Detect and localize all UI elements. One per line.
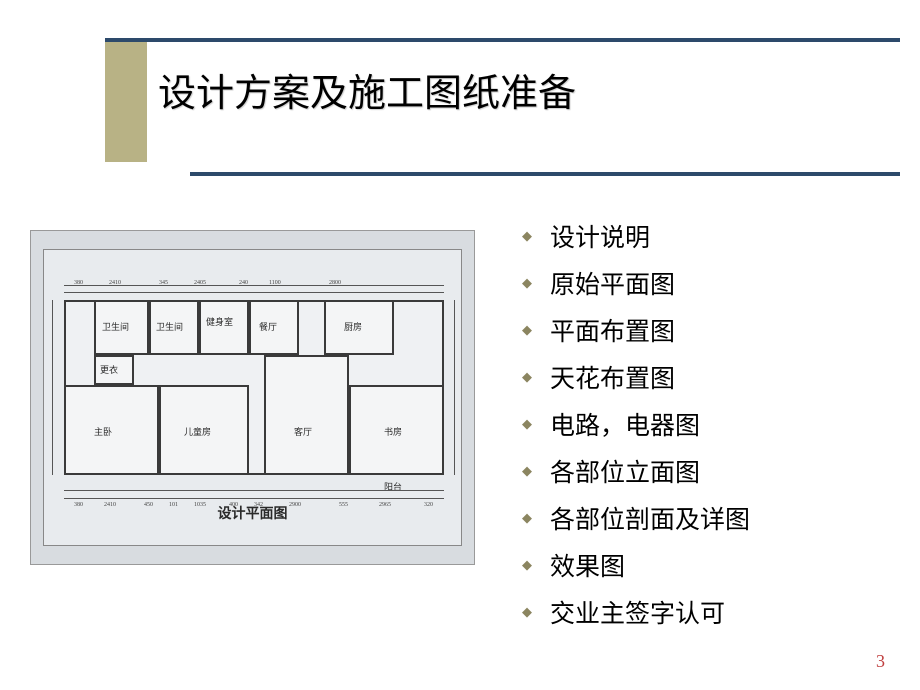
dim-t5: 240 — [239, 280, 248, 286]
bullet-item: 电路，电器图 — [522, 406, 750, 442]
bullet-item: 效果图 — [522, 547, 750, 583]
bullet-item: 平面布置图 — [522, 312, 750, 348]
bullet-text: 各部位剖面及详图 — [550, 500, 750, 536]
bullet-item: 各部位立面图 — [522, 453, 750, 489]
dim-b4: 101 — [169, 502, 178, 508]
label-study: 书房 — [384, 425, 402, 438]
dim-b2: 2410 — [104, 502, 116, 508]
label-closet: 更衣 — [100, 363, 118, 376]
page-number: 3 — [876, 651, 885, 672]
slide-title: 设计方案及施工图纸准备 — [158, 62, 576, 117]
floorplan-drawing: 卫生间 卫生间 健身室 餐厅 厨房 更衣 主卧 — [64, 280, 441, 495]
bullet-text: 平面布置图 — [550, 312, 675, 348]
dim-b11: 320 — [424, 502, 433, 508]
bullet-text: 电路，电器图 — [550, 406, 700, 442]
dim-b8: 2900 — [289, 502, 301, 508]
label-bathroom1: 卫生间 — [102, 320, 129, 333]
bottom-divider-line — [190, 172, 900, 176]
dim-b9: 555 — [339, 502, 348, 508]
room-living — [264, 355, 349, 475]
dim-line-bot — [64, 490, 444, 491]
dim-b10: 2965 — [379, 502, 391, 508]
top-divider-line — [105, 38, 900, 42]
dim-t1: 380 — [74, 280, 83, 286]
bullet-text: 设计说明 — [550, 218, 650, 254]
bullet-text: 天花布置图 — [550, 359, 675, 395]
dim-t6: 1100 — [269, 280, 281, 286]
label-bathroom2: 卫生间 — [156, 320, 183, 333]
dim-line-top2 — [64, 292, 444, 293]
bullet-item: 交业主签字认可 — [522, 594, 750, 630]
dim-t7: 2800 — [329, 280, 341, 286]
title-accent-box — [105, 42, 147, 162]
dim-line-top — [64, 285, 444, 286]
bullet-text: 各部位立面图 — [550, 453, 700, 489]
label-kitchen: 厨房 — [344, 320, 362, 333]
dim-t3: 345 — [159, 280, 168, 286]
bullet-text: 效果图 — [550, 547, 625, 583]
bullet-list: 设计说明 原始平面图 平面布置图 天花布置图 电路，电器图 各部位立面图 各部位… — [522, 218, 750, 641]
label-children: 儿童房 — [184, 425, 211, 438]
dim-t4: 2405 — [194, 280, 206, 286]
dim-t2: 2410 — [109, 280, 121, 286]
dim-line-bot2 — [64, 498, 444, 499]
dim-line-right — [454, 300, 455, 475]
floorplan-image: 卫生间 卫生间 健身室 餐厅 厨房 更衣 主卧 — [30, 230, 475, 565]
dim-b3: 450 — [144, 502, 153, 508]
dim-line-left — [52, 300, 53, 475]
dim-b1: 380 — [74, 502, 83, 508]
bullet-item: 各部位剖面及详图 — [522, 500, 750, 536]
label-living: 客厅 — [294, 425, 312, 438]
bullet-item: 设计说明 — [522, 218, 750, 254]
header-area: 设计方案及施工图纸准备 — [0, 0, 920, 180]
bullet-item: 原始平面图 — [522, 265, 750, 301]
label-master: 主卧 — [94, 425, 112, 438]
dim-b5: 1035 — [194, 502, 206, 508]
label-fitness: 健身室 — [206, 315, 233, 328]
bullet-text: 交业主签字认可 — [550, 594, 725, 630]
label-dining: 餐厅 — [259, 320, 277, 333]
floorplan-paper: 卫生间 卫生间 健身室 餐厅 厨房 更衣 主卧 — [43, 249, 462, 546]
floorplan-title: 设计平面图 — [218, 503, 288, 523]
bullet-item: 天花布置图 — [522, 359, 750, 395]
label-balcony: 阳台 — [384, 480, 402, 493]
bullet-text: 原始平面图 — [550, 265, 675, 301]
